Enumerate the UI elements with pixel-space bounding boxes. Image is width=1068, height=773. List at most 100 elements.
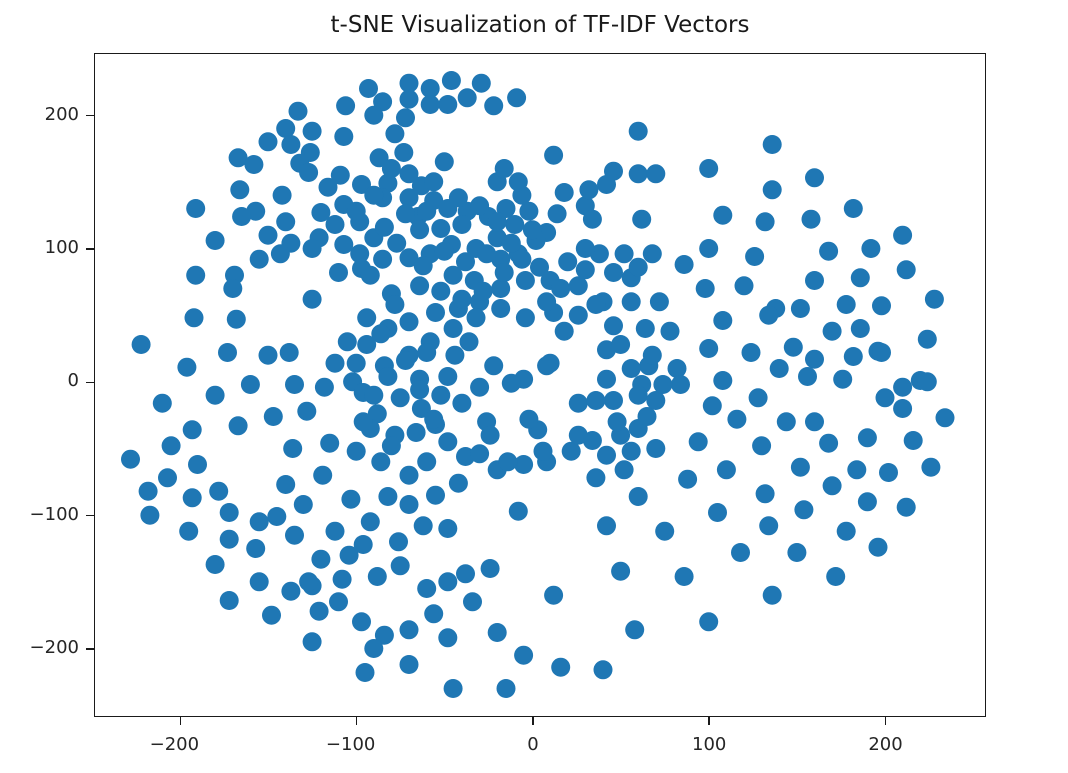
- data-point: [410, 276, 430, 296]
- data-point: [249, 249, 269, 269]
- data-point: [783, 337, 803, 357]
- data-point: [390, 388, 410, 408]
- data-point: [473, 281, 493, 301]
- data-point: [188, 455, 207, 474]
- data-point: [293, 495, 313, 514]
- data-point: [318, 177, 338, 197]
- data-point: [406, 423, 426, 442]
- x-tick-mark: [708, 717, 710, 725]
- data-point: [470, 444, 490, 464]
- data-point: [568, 305, 588, 325]
- data-point: [872, 296, 891, 316]
- data-point: [334, 235, 354, 254]
- data-point: [240, 375, 260, 394]
- data-point: [443, 319, 463, 338]
- data-point: [512, 249, 532, 269]
- plot-area: [94, 53, 986, 717]
- data-point: [477, 244, 497, 264]
- data-point: [755, 484, 775, 504]
- data-point: [219, 591, 239, 610]
- x-tick-mark: [179, 717, 182, 725]
- data-point: [443, 265, 463, 285]
- data-point: [755, 212, 775, 232]
- data-point: [660, 321, 680, 341]
- data-point: [794, 500, 814, 520]
- data-point: [674, 255, 694, 274]
- data-point: [387, 233, 407, 253]
- data-point: [399, 620, 419, 640]
- data-point: [597, 369, 616, 389]
- data-point: [353, 535, 373, 554]
- data-point: [568, 276, 588, 296]
- data-point: [285, 375, 304, 394]
- y-tick-mark: [86, 381, 94, 384]
- data-point: [491, 299, 511, 318]
- scatter-points: [121, 71, 955, 698]
- data-point: [258, 132, 278, 152]
- data-point: [232, 207, 252, 226]
- data-point: [507, 88, 527, 108]
- data-point: [790, 299, 810, 318]
- data-point: [649, 292, 669, 312]
- data-point: [288, 101, 308, 121]
- data-point: [399, 655, 419, 674]
- data-point: [279, 343, 299, 362]
- data-point: [209, 481, 229, 501]
- data-point: [355, 663, 375, 682]
- data-point: [399, 248, 419, 268]
- data-point: [396, 351, 415, 370]
- data-point: [653, 375, 673, 394]
- data-point: [748, 388, 768, 408]
- data-point: [184, 308, 204, 328]
- data-point: [281, 581, 301, 601]
- data-point: [607, 412, 627, 432]
- data-point: [329, 592, 348, 612]
- data-point: [364, 105, 384, 125]
- data-point: [357, 335, 377, 354]
- data-point: [501, 373, 521, 393]
- data-point: [917, 329, 937, 349]
- data-point: [389, 532, 408, 552]
- data-point: [762, 135, 782, 154]
- y-tick-label: 100: [44, 237, 79, 258]
- data-point: [508, 501, 528, 521]
- data-point: [769, 359, 789, 378]
- data-point: [537, 356, 557, 376]
- data-point: [413, 256, 433, 276]
- data-point: [364, 639, 384, 658]
- data-point: [302, 289, 322, 309]
- data-point: [228, 148, 248, 168]
- data-point: [731, 543, 750, 562]
- data-point: [434, 241, 454, 261]
- data-point: [332, 569, 352, 589]
- data-point: [561, 441, 581, 461]
- data-point: [611, 335, 631, 354]
- data-point: [586, 391, 606, 410]
- data-point: [205, 231, 225, 250]
- data-point: [628, 385, 648, 405]
- data-point: [374, 625, 394, 645]
- data-point: [498, 452, 518, 472]
- data-point: [456, 447, 475, 466]
- data-point: [443, 679, 463, 698]
- data-point: [329, 263, 348, 282]
- data-point: [417, 452, 437, 472]
- x-tick-label: −100: [325, 734, 376, 755]
- data-point: [857, 428, 877, 448]
- data-point: [514, 455, 534, 474]
- data-point: [896, 260, 916, 280]
- data-point: [346, 201, 366, 221]
- data-point: [833, 369, 853, 389]
- data-point: [346, 441, 366, 461]
- data-point: [138, 481, 158, 501]
- data-point: [762, 180, 782, 200]
- data-point: [836, 295, 856, 314]
- data-point: [352, 612, 371, 632]
- data-point: [360, 265, 380, 285]
- data-point: [921, 457, 941, 477]
- data-point: [438, 432, 458, 452]
- data-point: [487, 212, 507, 232]
- data-point: [417, 343, 437, 362]
- data-point: [411, 399, 431, 418]
- data-point: [917, 372, 937, 392]
